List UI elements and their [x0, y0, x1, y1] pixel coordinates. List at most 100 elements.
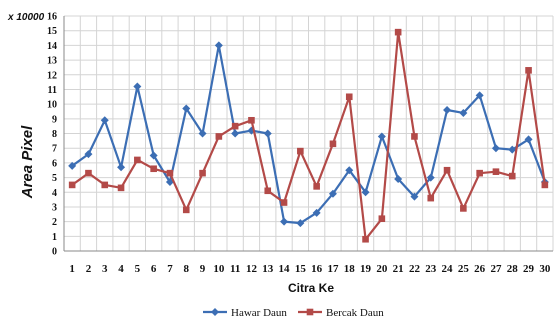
x-tick-label-19: 19	[360, 263, 372, 275]
point-1-13	[264, 187, 272, 195]
point-0-3	[100, 116, 109, 125]
point-1-15	[297, 147, 304, 155]
x-tick-label-14: 14	[279, 263, 291, 275]
point-1-7	[166, 169, 174, 177]
point-1-14	[280, 199, 288, 206]
legend-label-0: Hawar Daun	[231, 307, 287, 319]
point-0-14	[280, 217, 289, 226]
x-tick-label-10: 10	[213, 263, 225, 275]
point-0-22	[410, 192, 419, 201]
y-axis-title: Area Pixel	[19, 125, 36, 199]
point-1-4	[117, 184, 125, 192]
label-layer: x 10000 Area Pixel Citra Ke	[7, 12, 334, 295]
point-1-17	[329, 140, 337, 148]
point-0-16	[312, 208, 321, 217]
x-tick-label-24: 24	[442, 263, 454, 275]
x-tick-label-6: 6	[151, 263, 157, 275]
x-tick-label-1: 1	[69, 263, 75, 275]
point-1-12	[248, 116, 255, 124]
point-1-19	[362, 235, 369, 243]
point-0-8	[182, 104, 191, 113]
point-1-18	[345, 93, 353, 101]
point-1-9	[199, 169, 206, 177]
x-tick-label-7: 7	[167, 263, 173, 275]
x-axis-title: Citra Ke	[288, 281, 334, 295]
y-tick-label-5: 5	[52, 173, 57, 184]
y-tick-label-10: 10	[47, 100, 57, 111]
legend-item-1: Bercak Daun	[298, 307, 384, 319]
x-tick-label-3: 3	[102, 263, 108, 275]
y-tick-label-12: 12	[47, 70, 57, 81]
series-layer	[68, 28, 549, 243]
point-0-24	[443, 106, 452, 114]
y-tick-label-8: 8	[52, 129, 57, 140]
series-0	[68, 41, 549, 228]
point-1-11	[231, 122, 239, 130]
point-0-1	[68, 161, 77, 170]
y-tick-label-1: 1	[52, 232, 57, 243]
y-tick-label-6: 6	[52, 158, 57, 169]
x-tick-label-15: 15	[295, 263, 307, 275]
x-tick-label-18: 18	[344, 263, 356, 275]
x-tick-label-12: 12	[246, 263, 258, 275]
y-tick-label-7: 7	[52, 144, 57, 155]
x-tick-label-8: 8	[184, 263, 190, 275]
x-tick-label-30: 30	[539, 263, 551, 275]
x-tick-label-17: 17	[327, 263, 339, 275]
x-tick-label-23: 23	[425, 263, 437, 275]
point-1-2	[85, 169, 92, 177]
point-1-1	[68, 181, 76, 189]
x-tick-label-28: 28	[507, 263, 519, 275]
x-tick-label-9: 9	[200, 263, 206, 275]
x-tick-label-5: 5	[135, 263, 141, 275]
y-tick-label-16: 16	[47, 12, 57, 23]
y-tick-label-14: 14	[47, 41, 57, 52]
point-0-4	[117, 163, 126, 172]
y-tick-label-15: 15	[47, 26, 57, 37]
point-0-10	[214, 41, 223, 50]
y-tick-label-4: 4	[52, 188, 57, 199]
point-1-24	[443, 166, 451, 174]
point-1-3	[101, 181, 109, 189]
grid-layer	[63, 15, 554, 251]
point-1-20	[378, 215, 386, 222]
point-0-25	[459, 108, 468, 117]
legend: Hawar Daun Bercak Daun	[203, 307, 384, 319]
legend-item-0: Hawar Daun	[203, 307, 287, 319]
x-tick-label-21: 21	[393, 263, 404, 275]
legend-marker-0	[211, 308, 219, 316]
legend-label-1: Bercak Daun	[326, 307, 384, 319]
point-1-30	[541, 181, 549, 189]
series-line-0	[71, 44, 546, 225]
y-tick-label-2: 2	[52, 217, 57, 228]
point-1-28	[508, 172, 516, 180]
point-1-26	[476, 169, 483, 177]
point-0-29	[524, 135, 533, 144]
point-1-22	[411, 133, 418, 140]
point-0-6	[149, 151, 158, 160]
x-tick-label-26: 26	[474, 263, 486, 275]
point-0-17	[328, 189, 337, 198]
y-tick-label-13: 13	[47, 56, 57, 67]
x-tick-label-11: 11	[230, 263, 240, 275]
point-0-21	[394, 175, 403, 184]
point-1-25	[460, 205, 467, 212]
point-1-23	[427, 194, 435, 202]
x-tick-label-29: 29	[523, 263, 535, 275]
x-tick-label-20: 20	[376, 263, 388, 275]
point-1-6	[150, 165, 157, 173]
y-tick-label-9: 9	[52, 114, 57, 125]
y-tick-label-11: 11	[48, 85, 57, 96]
x-tick-label-25: 25	[458, 263, 470, 275]
point-0-27	[491, 144, 500, 153]
point-0-9	[198, 129, 207, 138]
point-0-15	[296, 219, 305, 228]
point-0-5	[133, 82, 142, 91]
y-tick-label-3: 3	[52, 202, 57, 213]
point-0-2	[84, 150, 93, 159]
point-0-11	[231, 129, 240, 138]
x-tick-label-16: 16	[311, 263, 323, 275]
x-tick-label-22: 22	[409, 263, 421, 275]
point-1-29	[525, 67, 532, 74]
